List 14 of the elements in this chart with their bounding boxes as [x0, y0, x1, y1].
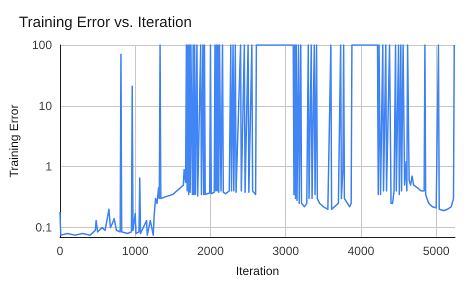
y-tick-label: 10: [38, 98, 52, 113]
chart-title: Training Error vs. Iteration: [19, 14, 192, 31]
line-series: [59, 44, 455, 236]
y-tick-label: 0.1: [35, 220, 52, 235]
x-axis-title: Iteration: [236, 264, 280, 278]
x-tick-label: 2000: [197, 244, 224, 258]
y-axis-title: Training Error: [7, 104, 21, 178]
x-tick-label: 0: [56, 244, 64, 258]
y-tick-label: 1: [45, 160, 52, 174]
x-tick-label: 5000: [422, 244, 450, 258]
x-tick-label: 3000: [272, 244, 300, 258]
x-tick-label: 4000: [348, 244, 375, 258]
y-tick-label: 100: [32, 38, 52, 52]
x-tick-label: 1000: [122, 244, 149, 258]
